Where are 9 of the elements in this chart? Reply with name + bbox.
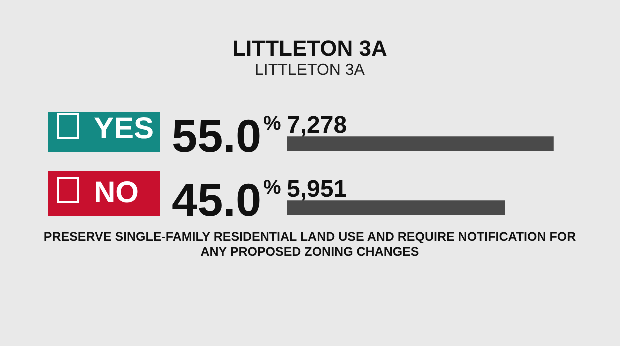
- text: 45.0%: [172, 174, 282, 226]
- data-label: 5,951: [287, 176, 348, 203]
- chart-subtitle: LITTLETON 3A: [254, 62, 366, 80]
- text: PRESERVE SINGLE-FAMILY RESIDENTIAL LAND USE AND REQUIRE NOTIFICATION FOR ANY PROPOSED ZONING CHANGES: [42, 230, 578, 260]
- chart-title: LITTLETON 3A: [232, 36, 388, 62]
- text: 55.0%: [172, 110, 282, 162]
- y-tick-label: NO: [94, 176, 139, 210]
- data-label: 7,278: [287, 112, 348, 139]
- y-tick-label: YES: [94, 112, 154, 146]
